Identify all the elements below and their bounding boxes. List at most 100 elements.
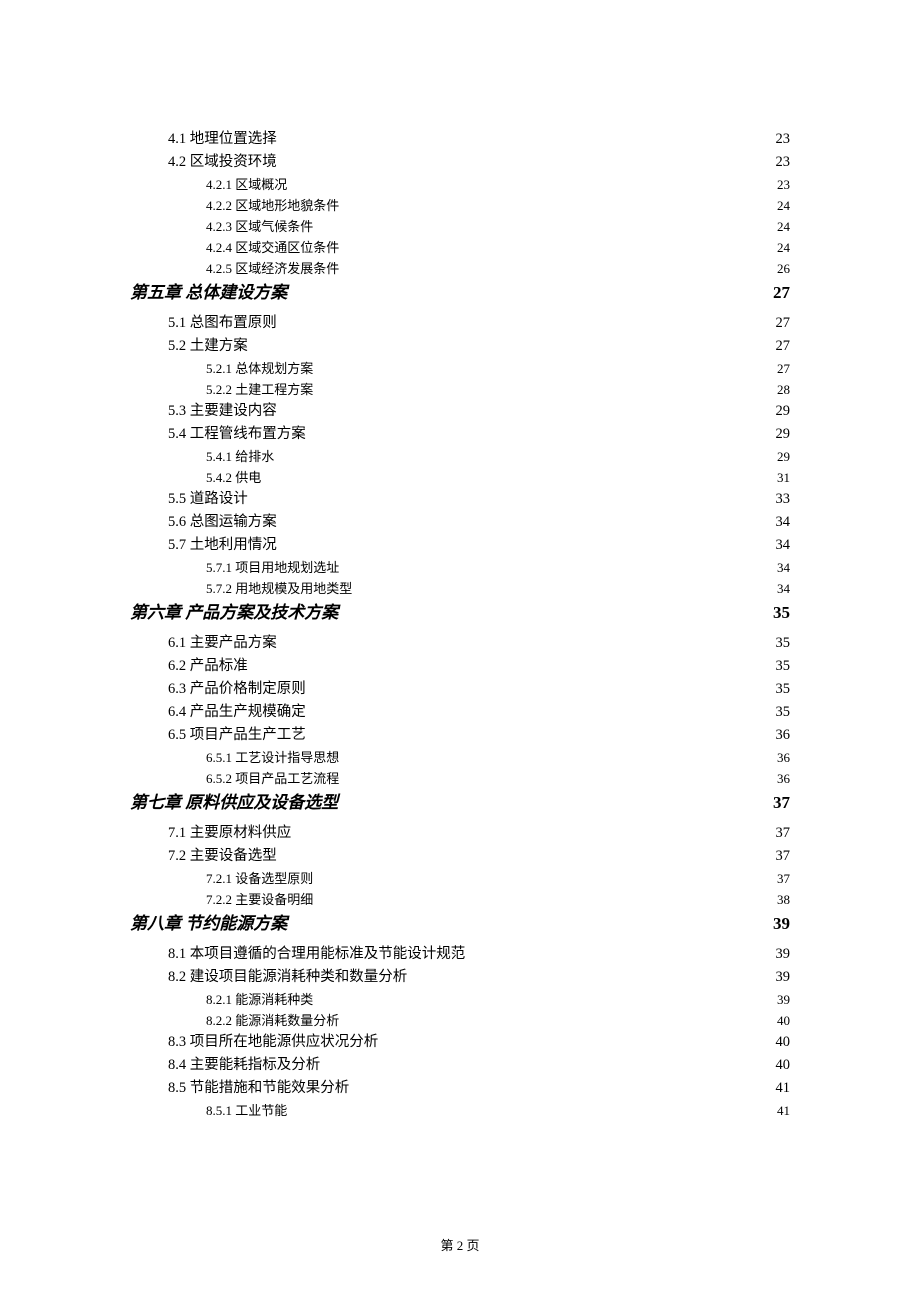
toc-entry: 4.2.3 区域气候条件 24 xyxy=(206,216,790,237)
toc-title: 8.4 主要能耗指标及分析 xyxy=(168,1054,320,1077)
toc-page-number: 33 xyxy=(776,488,791,511)
toc-title: 8.5.1 工业节能 xyxy=(206,1100,287,1121)
toc-page-number: 24 xyxy=(777,237,790,258)
toc-entry: 4.2.5 区域经济发展条件 26 xyxy=(206,258,790,279)
toc-entry: 7.2.1 设备选型原则 37 xyxy=(206,868,790,889)
toc-page-number: 34 xyxy=(776,534,791,557)
toc-entry: 5.1 总图布置原则 27 xyxy=(168,312,790,335)
toc-title: 5.7.2 用地规模及用地类型 xyxy=(206,578,352,599)
toc-title: 6.3 产品价格制定原则 xyxy=(168,678,306,701)
toc-page-number: 23 xyxy=(777,174,790,195)
toc-entry: 8.5.1 工业节能 41 xyxy=(206,1100,790,1121)
toc-page-number: 41 xyxy=(776,1077,791,1100)
toc-container: 4.1 地理位置选择 234.2 区域投资环境 234.2.1 区域概况 234… xyxy=(0,0,920,1121)
toc-entry: 5.4.1 给排水 29 xyxy=(206,446,790,467)
toc-page-number: 24 xyxy=(777,195,790,216)
toc-title: 6.5 项目产品生产工艺 xyxy=(168,724,306,747)
toc-entry: 6.3 产品价格制定原则 35 xyxy=(168,678,790,701)
toc-page-number: 35 xyxy=(776,701,791,724)
toc-entry: 5.7.2 用地规模及用地类型 34 xyxy=(206,578,790,599)
toc-entry: 6.5.2 项目产品工艺流程 36 xyxy=(206,768,790,789)
toc-title: 5.5 道路设计 xyxy=(168,488,248,511)
toc-page-number: 27 xyxy=(776,335,791,358)
toc-title: 第七章 原料供应及设备选型 xyxy=(130,789,338,816)
toc-title: 8.5 节能措施和节能效果分析 xyxy=(168,1077,349,1100)
toc-page-number: 34 xyxy=(777,557,790,578)
toc-entry: 5.6 总图运输方案 34 xyxy=(168,511,790,534)
toc-title: 8.3 项目所在地能源供应状况分析 xyxy=(168,1031,378,1054)
toc-title: 7.2.2 主要设备明细 xyxy=(206,889,313,910)
toc-entry: 8.5 节能措施和节能效果分析 41 xyxy=(168,1077,790,1100)
toc-entry: 4.2 区域投资环境 23 xyxy=(168,151,790,174)
toc-title: 4.2.2 区域地形地貌条件 xyxy=(206,195,339,216)
toc-title: 4.2.1 区域概况 xyxy=(206,174,287,195)
toc-page-number: 23 xyxy=(776,151,791,174)
toc-page-number: 40 xyxy=(776,1054,791,1077)
toc-title: 8.2 建设项目能源消耗种类和数量分析 xyxy=(168,966,407,989)
toc-entry: 5.7.1 项目用地规划选址 34 xyxy=(206,557,790,578)
page-footer: 第 2 页 xyxy=(0,1235,920,1254)
toc-page-number: 34 xyxy=(776,511,791,534)
toc-page-number: 27 xyxy=(773,279,790,306)
toc-title: 5.4.1 给排水 xyxy=(206,446,274,467)
toc-entry: 4.2.4 区域交通区位条件 24 xyxy=(206,237,790,258)
toc-title: 5.2.1 总体规划方案 xyxy=(206,358,313,379)
toc-title: 6.4 产品生产规模确定 xyxy=(168,701,306,724)
toc-entry: 6.2 产品标准 35 xyxy=(168,655,790,678)
toc-entry: 5.4.2 供电 31 xyxy=(206,467,790,488)
toc-page-number: 36 xyxy=(776,724,791,747)
toc-entry: 8.1 本项目遵循的合理用能标准及节能设计规范 39 xyxy=(168,943,790,966)
toc-entry: 第八章 节约能源方案 39 xyxy=(130,910,790,937)
toc-page-number: 27 xyxy=(777,358,790,379)
toc-page-number: 36 xyxy=(777,768,790,789)
toc-page-number: 26 xyxy=(777,258,790,279)
toc-title: 8.1 本项目遵循的合理用能标准及节能设计规范 xyxy=(168,943,465,966)
toc-title: 第五章 总体建设方案 xyxy=(130,279,287,306)
toc-entry: 7.1 主要原材料供应 37 xyxy=(168,822,790,845)
toc-entry: 5.3 主要建设内容 29 xyxy=(168,400,790,423)
toc-page-number: 29 xyxy=(777,446,790,467)
toc-title: 6.1 主要产品方案 xyxy=(168,632,277,655)
toc-page-number: 31 xyxy=(777,467,790,488)
toc-page-number: 28 xyxy=(777,379,790,400)
toc-entry: 第五章 总体建设方案 27 xyxy=(130,279,790,306)
toc-title: 4.2 区域投资环境 xyxy=(168,151,277,174)
page-number: 第 2 页 xyxy=(440,1238,479,1253)
toc-page-number: 41 xyxy=(777,1100,790,1121)
toc-title: 6.5.1 工艺设计指导思想 xyxy=(206,747,339,768)
toc-entry: 5.2.2 土建工程方案 28 xyxy=(206,379,790,400)
toc-title: 7.1 主要原材料供应 xyxy=(168,822,291,845)
toc-title: 7.2 主要设备选型 xyxy=(168,845,277,868)
toc-title: 4.2.5 区域经济发展条件 xyxy=(206,258,339,279)
toc-entry: 8.4 主要能耗指标及分析 40 xyxy=(168,1054,790,1077)
toc-entry: 4.1 地理位置选择 23 xyxy=(168,128,790,151)
toc-title: 5.3 主要建设内容 xyxy=(168,400,277,423)
toc-page-number: 38 xyxy=(777,889,790,910)
toc-entry: 5.5 道路设计 33 xyxy=(168,488,790,511)
toc-entry: 4.2.1 区域概况 23 xyxy=(206,174,790,195)
toc-page-number: 40 xyxy=(777,1010,790,1031)
toc-page-number: 24 xyxy=(777,216,790,237)
toc-title: 7.2.1 设备选型原则 xyxy=(206,868,313,889)
toc-entry: 5.2.1 总体规划方案 27 xyxy=(206,358,790,379)
toc-entry: 6.4 产品生产规模确定 35 xyxy=(168,701,790,724)
toc-entry: 5.2 土建方案 27 xyxy=(168,335,790,358)
toc-entry: 7.2.2 主要设备明细 38 xyxy=(206,889,790,910)
toc-entry: 8.2.1 能源消耗种类 39 xyxy=(206,989,790,1010)
toc-title: 8.2.1 能源消耗种类 xyxy=(206,989,313,1010)
toc-entry: 7.2 主要设备选型 37 xyxy=(168,845,790,868)
toc-entry: 第七章 原料供应及设备选型 37 xyxy=(130,789,790,816)
toc-page-number: 39 xyxy=(773,910,790,937)
toc-title: 5.1 总图布置原则 xyxy=(168,312,277,335)
toc-title: 6.5.2 项目产品工艺流程 xyxy=(206,768,339,789)
toc-entry: 8.2.2 能源消耗数量分析 40 xyxy=(206,1010,790,1031)
toc-page-number: 37 xyxy=(776,845,791,868)
toc-entry: 6.1 主要产品方案 35 xyxy=(168,632,790,655)
toc-page-number: 35 xyxy=(776,678,791,701)
toc-title: 4.1 地理位置选择 xyxy=(168,128,277,151)
toc-page-number: 36 xyxy=(777,747,790,768)
toc-entry: 5.4 工程管线布置方案 29 xyxy=(168,423,790,446)
toc-page-number: 39 xyxy=(776,966,791,989)
toc-page-number: 35 xyxy=(776,655,791,678)
toc-page-number: 34 xyxy=(777,578,790,599)
